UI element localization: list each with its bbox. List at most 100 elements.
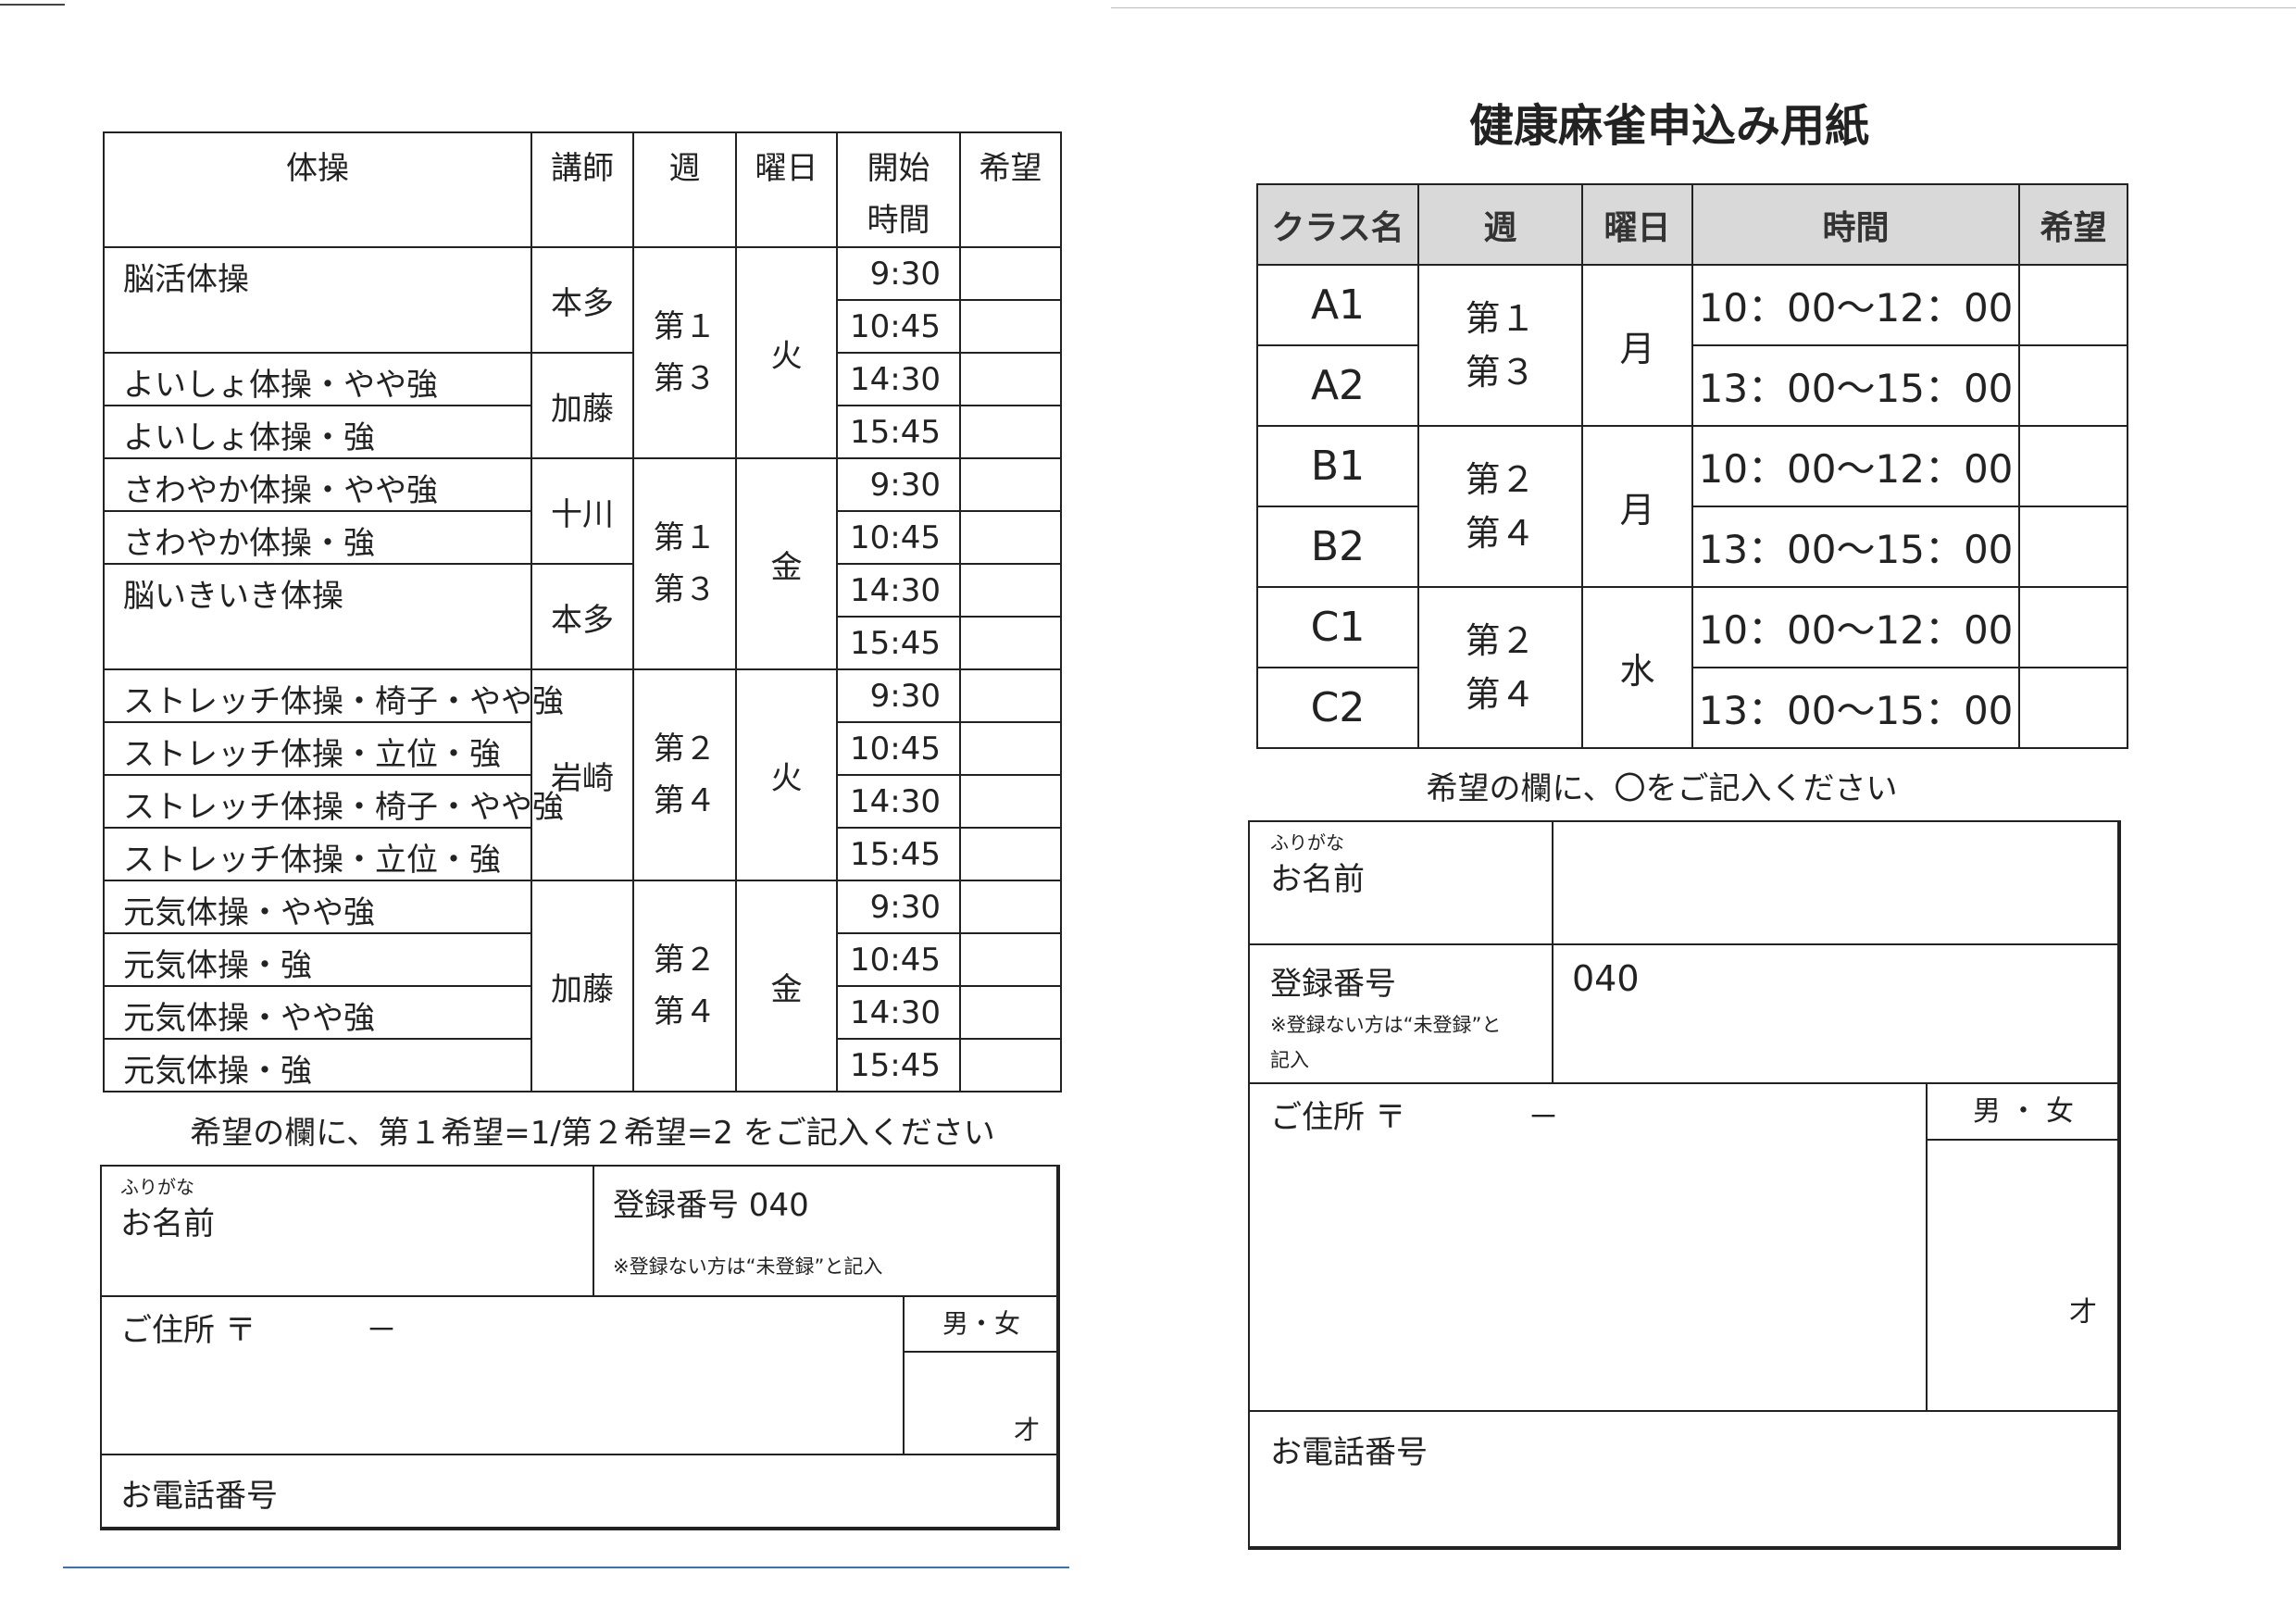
- wish-input-cell[interactable]: [959, 774, 1062, 829]
- wish-input-cell[interactable]: [959, 510, 1062, 565]
- wish-input-cell[interactable]: [2018, 264, 2128, 346]
- wish-input-cell[interactable]: [959, 352, 1062, 406]
- day-cell: 月: [1581, 264, 1693, 427]
- wish-input-cell[interactable]: [2018, 586, 2128, 668]
- exercise-name: 脳活体操: [103, 246, 532, 354]
- phone-field[interactable]: お電話番号: [1248, 1410, 2121, 1550]
- week-2: 第４: [1465, 674, 1536, 715]
- furigana-label: ふりがな: [120, 1176, 194, 1198]
- age-label: 才: [2069, 1296, 2097, 1329]
- gender-field[interactable]: 男 ・ 女: [1926, 1082, 2121, 1141]
- gender-field[interactable]: 男・女: [903, 1295, 1060, 1353]
- start-time: 15:45: [836, 616, 961, 670]
- exercise-name: さわやか体操・やや強: [103, 457, 532, 512]
- exercise-name: 脳いきいき体操: [103, 563, 532, 670]
- age-label: 才: [1013, 1415, 1040, 1445]
- address-field[interactable]: ご住所 〒 －: [100, 1295, 905, 1455]
- wish-input-cell[interactable]: [2018, 667, 2128, 749]
- wish-input-cell[interactable]: [959, 457, 1062, 512]
- exercise-name: よいしょ体操・強: [103, 405, 532, 459]
- instructor: 本多: [530, 563, 634, 670]
- start-time: 9:30: [836, 457, 961, 512]
- exercise-name: よいしょ体操・やや強: [103, 352, 532, 406]
- day-cell: 水: [1581, 586, 1693, 749]
- start-time: 9:30: [836, 880, 961, 934]
- registration-note-1: ※登録ない方は“未登録”と: [1270, 1014, 1502, 1036]
- wish-input-cell[interactable]: [959, 827, 1062, 881]
- time-cell: 13：00～15：00: [1691, 506, 2020, 588]
- registration-field[interactable]: 040: [1552, 943, 2121, 1084]
- wish-input-cell[interactable]: [959, 932, 1062, 987]
- header-instructor: 講師: [530, 131, 634, 248]
- wish-input-cell[interactable]: [959, 405, 1062, 459]
- week-cell: 第２ 第４: [632, 668, 737, 881]
- wish-input-cell[interactable]: [959, 616, 1062, 670]
- age-field[interactable]: 才: [1926, 1139, 2121, 1412]
- start-time: 14:30: [836, 774, 961, 829]
- week-1: 第１: [653, 519, 717, 556]
- name-label: お名前: [1270, 861, 1365, 898]
- furigana-label: ふりがな: [1270, 831, 1344, 854]
- day-cell: 金: [735, 457, 838, 670]
- mahjong-class-table: クラス名 週 曜日 時間 希望 A1 第１ 第３ 月 10：00～12：00 A2…: [1256, 183, 2128, 749]
- instructor: 本多: [530, 246, 634, 354]
- start-time: 15:45: [836, 827, 961, 881]
- scan-blue-line: [63, 1567, 1069, 1568]
- class-name: A2: [1256, 344, 1419, 427]
- wish-input-cell[interactable]: [2018, 425, 2128, 507]
- name-field[interactable]: [1552, 820, 2121, 945]
- day-cell: 火: [735, 246, 838, 459]
- instructor: 加藤: [530, 352, 634, 459]
- phone-field[interactable]: お電話番号: [100, 1454, 1060, 1530]
- start-time: 10:45: [836, 721, 961, 776]
- wish-input-cell[interactable]: [2018, 506, 2128, 588]
- header-start-time: 開始 時間: [836, 131, 961, 248]
- week-2: 第４: [653, 782, 717, 819]
- week-cell: 第２ 第４: [1417, 425, 1583, 588]
- exercise-name: ストレッチ体操・椅子・やや強: [103, 774, 564, 829]
- wish-input-cell[interactable]: [959, 299, 1062, 354]
- wish-input-cell[interactable]: [959, 563, 1062, 618]
- start-time: 15:45: [836, 405, 961, 459]
- wish-input-cell[interactable]: [2018, 344, 2128, 427]
- class-name: C2: [1256, 667, 1419, 749]
- page-title: 健康麻雀申込み用紙: [1468, 100, 1870, 152]
- instructor: 加藤: [530, 880, 634, 1092]
- gender-label: 男・女: [942, 1308, 1020, 1339]
- wish-input-cell[interactable]: [959, 985, 1062, 1040]
- registration-field[interactable]: 登録番号 040 ※登録ない方は“未登録”と記入: [593, 1165, 1060, 1297]
- week-2: 第３: [653, 360, 717, 397]
- day-cell: 火: [735, 668, 838, 881]
- week-cell: 第２ 第４: [632, 880, 737, 1092]
- registration-label: 登録番号: [1270, 966, 1396, 1003]
- header-wish: 希望: [959, 131, 1062, 248]
- wish-input-cell[interactable]: [959, 880, 1062, 934]
- time-cell: 13：00～15：00: [1691, 344, 2020, 427]
- exercise-name: さわやか体操・強: [103, 510, 532, 565]
- left-caption: 希望の欄に、第１希望=1/第２希望=2 をご記入ください: [190, 1115, 995, 1152]
- time-cell: 13：00～15：00: [1691, 667, 2020, 749]
- wish-input-cell[interactable]: [959, 1038, 1062, 1092]
- start-time: 15:45: [836, 1038, 961, 1092]
- start-time: 10:45: [836, 299, 961, 354]
- wish-input-cell[interactable]: [959, 246, 1062, 301]
- start-time: 9:30: [836, 246, 961, 301]
- address-field[interactable]: ご住所 〒 －: [1248, 1082, 1928, 1412]
- week-2: 第３: [1465, 352, 1536, 393]
- age-field[interactable]: 才: [903, 1351, 1060, 1455]
- wish-input-cell[interactable]: [959, 668, 1062, 723]
- name-label-cell: ふりがな お名前: [1248, 820, 1554, 945]
- week-2: 第４: [653, 993, 717, 1030]
- class-name: A1: [1256, 264, 1419, 346]
- week-cell: 第１ 第３: [1417, 264, 1583, 427]
- week-cell: 第１ 第３: [632, 246, 737, 459]
- name-field[interactable]: ふりがな お名前: [100, 1165, 594, 1297]
- scan-edge-line: [1111, 7, 2296, 8]
- header-week: 週: [1417, 183, 1583, 266]
- scan-edge-line: [0, 4, 65, 6]
- header-week: 週: [632, 131, 737, 248]
- exercise-name: 元気体操・強: [103, 1038, 532, 1092]
- week-1: 第１: [1465, 298, 1536, 339]
- wish-input-cell[interactable]: [959, 721, 1062, 776]
- gender-label: 男 ・ 女: [1972, 1095, 2075, 1128]
